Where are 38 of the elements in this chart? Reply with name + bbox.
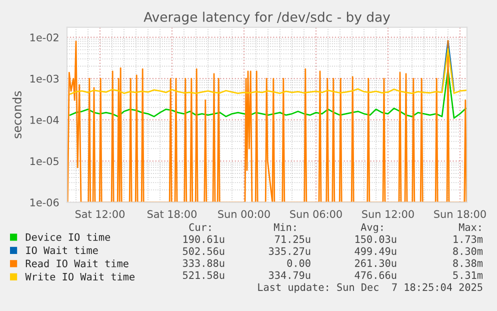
text: 190.61u [183,235,224,243]
x-tick-label: Sun 00:00 [218,210,270,218]
text: 261.30u [355,259,396,267]
text: Avg: [360,223,383,233]
text: 5.31m [453,271,483,279]
y-tick-label: 1e-05 [30,157,58,166]
text: 334.79u [268,271,310,279]
text: Last update: Sun Dec 7 18:25:04 2025 [258,283,482,293]
x-tick-label: Sat 12:00 [75,210,125,218]
text: 335.27u [268,247,310,255]
legend-label: Read IO Wait time [26,259,128,268]
x-tick-label: Sun 06:00 [290,210,342,218]
text: 71.25u [275,235,310,243]
text: Min: [274,223,296,231]
text: 150.03u [355,235,396,243]
text: 521.58u [182,271,224,279]
chart-title: Average latency for /dev/sdc - by day [144,12,390,24]
text: 476.66u [354,271,396,279]
text: 0.00 [287,259,310,267]
y-axis-title: seconds [12,91,22,138]
text: 499.49u [354,247,396,255]
x-tick-label: Sat 18:00 [147,210,197,218]
text: 502.56u [182,247,224,255]
text: Max: [459,223,481,231]
x-tick-label: Sun 18:00 [434,210,486,218]
legend-label: IO Wait time [26,246,98,254]
text: Cur: [189,223,211,231]
legend-label: Device IO time [26,233,110,241]
text: 1.73m [454,235,483,243]
y-tick-label: 1e-02 [30,34,58,42]
y-tick-label: 1e-06 [30,198,59,206]
y-tick-label: 1e-03 [30,74,59,83]
text: 8.38m [453,259,483,267]
text: 333.88u [182,259,224,267]
legend-label: Write IO Wait time [25,272,134,281]
x-tick-label: Sun 12:00 [362,210,414,218]
text: 8.30m [453,247,483,255]
y-tick-label: 1e-04 [30,116,59,124]
